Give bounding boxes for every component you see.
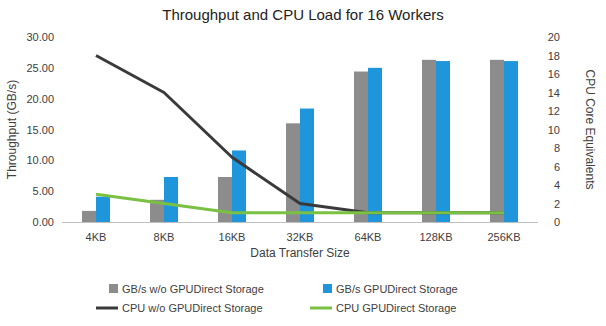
x-tick-label: 128KB [419, 231, 452, 243]
y-tick-label: 15.00 [26, 124, 54, 136]
legend-swatch [323, 284, 332, 293]
y-tick-label: 30.00 [26, 31, 54, 43]
y2-tick-label: 4 [554, 179, 560, 191]
y2-tick-label: 16 [548, 68, 560, 80]
bar [436, 61, 450, 222]
legend-swatch [310, 307, 332, 310]
bar [354, 72, 368, 222]
y2-tick-label: 8 [554, 142, 560, 154]
legend-label: CPU GPUDirect Storage [336, 302, 456, 314]
y-axis-title: Throughput (GB/s) [5, 80, 19, 179]
bar [164, 177, 178, 222]
y2-tick-label: 18 [548, 50, 560, 62]
y2-tick-label: 20 [548, 31, 560, 43]
x-tick-label: 4KB [86, 231, 107, 243]
legend-label: CPU w/o GPUDirect Storage [122, 302, 263, 314]
legend-item: GB/s GPUDirect Storage [323, 283, 458, 295]
line [96, 56, 504, 213]
bar [82, 211, 96, 222]
bar [286, 123, 300, 222]
y2-tick-label: 6 [554, 161, 560, 173]
y2-tick-label: 14 [548, 87, 560, 99]
legend-item: CPU w/o GPUDirect Storage [96, 302, 263, 314]
x-tick-label: 8KB [154, 231, 175, 243]
chart: Throughput and CPU Load for 16 Workers 0.… [0, 0, 606, 326]
y2-axis-title: CPU Core Equivalents [583, 69, 597, 189]
legend-item: CPU GPUDirect Storage [310, 302, 456, 314]
legend-label: GB/s GPUDirect Storage [336, 283, 458, 295]
bar [504, 61, 518, 222]
x-tick-label: 256KB [487, 231, 520, 243]
bar [218, 177, 232, 222]
y-tick-label: 10.00 [26, 154, 54, 166]
y2-tick-label: 10 [548, 124, 560, 136]
legend-label: GB/s w/o GPUDirect Storage [122, 283, 264, 295]
x-axis-title: Data Transfer Size [250, 246, 350, 260]
title: Throughput and CPU Load for 16 Workers [162, 6, 444, 23]
y-tick-label: 5.00 [33, 185, 54, 197]
y2-tick-label: 2 [554, 198, 560, 210]
legend-swatch [109, 284, 118, 293]
bar [368, 68, 382, 222]
x-tick-label: 32KB [287, 231, 314, 243]
x-tick-label: 16KB [219, 231, 246, 243]
bar [96, 197, 110, 222]
y2-tick-label: 12 [548, 105, 560, 117]
y-tick-label: 0.00 [33, 216, 54, 228]
y-tick-label: 20.00 [26, 93, 54, 105]
line [96, 194, 504, 213]
bar [490, 60, 504, 222]
y2-tick-label: 0 [554, 216, 560, 228]
y-tick-label: 25.00 [26, 62, 54, 74]
legend-swatch [96, 307, 118, 310]
plot-area [82, 56, 518, 223]
legend-item: GB/s w/o GPUDirect Storage [109, 283, 264, 295]
x-tick-label: 64KB [355, 231, 382, 243]
x-axis-line [62, 222, 538, 223]
bar [422, 60, 436, 222]
